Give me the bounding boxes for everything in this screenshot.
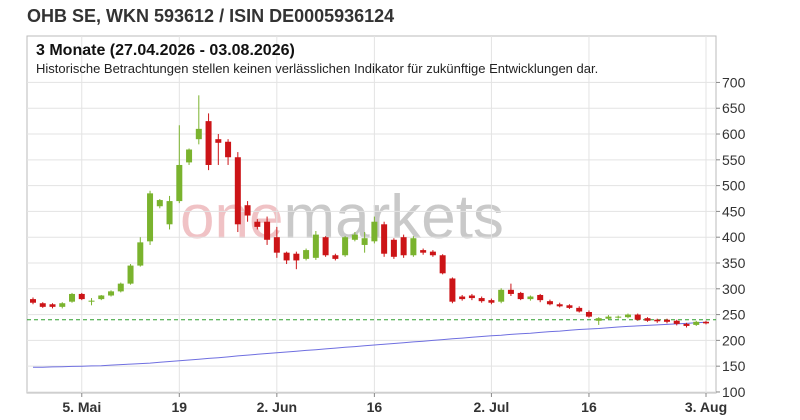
candle-body <box>488 300 495 303</box>
candle-body <box>537 294 544 301</box>
candle-body <box>624 314 631 318</box>
candle-body <box>634 314 641 320</box>
watermark: onemarkets <box>180 183 504 252</box>
candle-body <box>225 141 232 158</box>
y-tick-label: 400 <box>722 229 746 245</box>
candle-body <box>156 200 163 207</box>
candle-body <box>127 265 134 284</box>
y-tick-label: 550 <box>722 152 746 168</box>
candle-body <box>498 289 505 302</box>
candle-body <box>478 298 485 302</box>
candle-body <box>585 312 592 317</box>
candle-body <box>283 252 290 261</box>
plot-frame <box>26 35 717 394</box>
x-tick-label: 16 <box>581 399 597 415</box>
candle-body <box>390 239 397 257</box>
candle-body <box>595 318 602 321</box>
candle-body <box>49 304 56 307</box>
chart-title: OHB SE, WKN 593612 / ISIN DE0005936124 <box>27 6 395 26</box>
candle-body <box>654 319 661 322</box>
candle-body <box>244 205 251 216</box>
candle-body <box>303 250 310 259</box>
candle-body <box>703 321 709 324</box>
candle-body <box>195 128 202 140</box>
candle-body <box>615 316 622 318</box>
candle-body <box>176 164 183 202</box>
y-tick-label: 700 <box>722 74 746 90</box>
disclaimer: Historische Betrachtungen stellen keinen… <box>36 61 599 76</box>
y-tick-label: 450 <box>722 203 746 219</box>
candle-body <box>381 224 388 254</box>
candle-body <box>254 221 261 227</box>
candle-body <box>507 289 514 294</box>
candle-body <box>439 255 446 274</box>
y-tick-label: 500 <box>722 178 746 194</box>
candle-body <box>683 323 690 326</box>
x-tick-label: 2. Jul <box>474 399 510 415</box>
candle-body <box>293 253 300 261</box>
y-tick-label: 300 <box>722 281 746 297</box>
x-tick-label: 19 <box>172 399 188 415</box>
x-tick-label: 5. Mai <box>62 399 101 415</box>
candle-body <box>566 305 573 308</box>
candle-body <box>234 157 241 225</box>
x-tick-label: 2. Jun <box>257 399 297 415</box>
candle-body <box>332 255 339 259</box>
y-tick-label: 150 <box>722 358 746 374</box>
candle-body <box>371 221 378 242</box>
candle-body <box>517 292 524 300</box>
candle-body <box>449 278 456 302</box>
candle-body <box>576 307 583 312</box>
candle-body <box>137 242 144 266</box>
candle-body <box>527 296 534 300</box>
candle-body <box>264 221 271 240</box>
x-tick-label: 3. Aug <box>685 399 727 415</box>
y-tick-label: 650 <box>722 100 746 116</box>
candle-body <box>322 237 329 256</box>
y-tick-label: 200 <box>722 332 746 348</box>
candle-body <box>215 139 222 143</box>
moving-average <box>33 321 707 368</box>
candle-body <box>39 303 46 307</box>
candle-body <box>342 237 349 256</box>
candle-body <box>78 293 85 300</box>
y-tick-label: 100 <box>722 384 746 400</box>
candle-body <box>546 301 553 305</box>
candle-body <box>351 234 358 240</box>
candle-body <box>69 293 76 302</box>
candle-body <box>468 295 475 299</box>
candle-body <box>98 295 105 300</box>
candle-body <box>400 237 407 256</box>
y-tick-label: 250 <box>722 307 746 323</box>
candle-body <box>429 251 436 256</box>
candle-body <box>117 283 124 292</box>
candle-body <box>556 304 563 307</box>
candle-body <box>205 121 212 165</box>
candle-body <box>30 299 36 303</box>
candle-body <box>420 250 427 253</box>
candle-body <box>644 318 651 321</box>
candle-body <box>410 238 417 256</box>
candle-body <box>88 300 95 302</box>
watermark-part: one <box>180 183 283 252</box>
y-tick-label: 350 <box>722 255 746 271</box>
candle-body <box>59 303 66 307</box>
x-tick-label: 16 <box>367 399 383 415</box>
candle-body <box>108 291 115 296</box>
candle-body <box>693 321 700 325</box>
candle-body <box>166 201 173 225</box>
candle-body <box>312 234 319 258</box>
candle-body <box>673 320 680 324</box>
candle-body <box>605 316 612 319</box>
y-tick-label: 600 <box>722 126 746 142</box>
chart-subtitle: 3 Monate (27.04.2026 - 03.08.2026) <box>36 42 295 59</box>
candle-body <box>186 149 193 163</box>
candle-body <box>663 319 670 322</box>
candle-body <box>361 238 368 245</box>
candle-body <box>147 193 154 242</box>
candle-body <box>459 296 466 300</box>
candle-body <box>273 237 280 253</box>
